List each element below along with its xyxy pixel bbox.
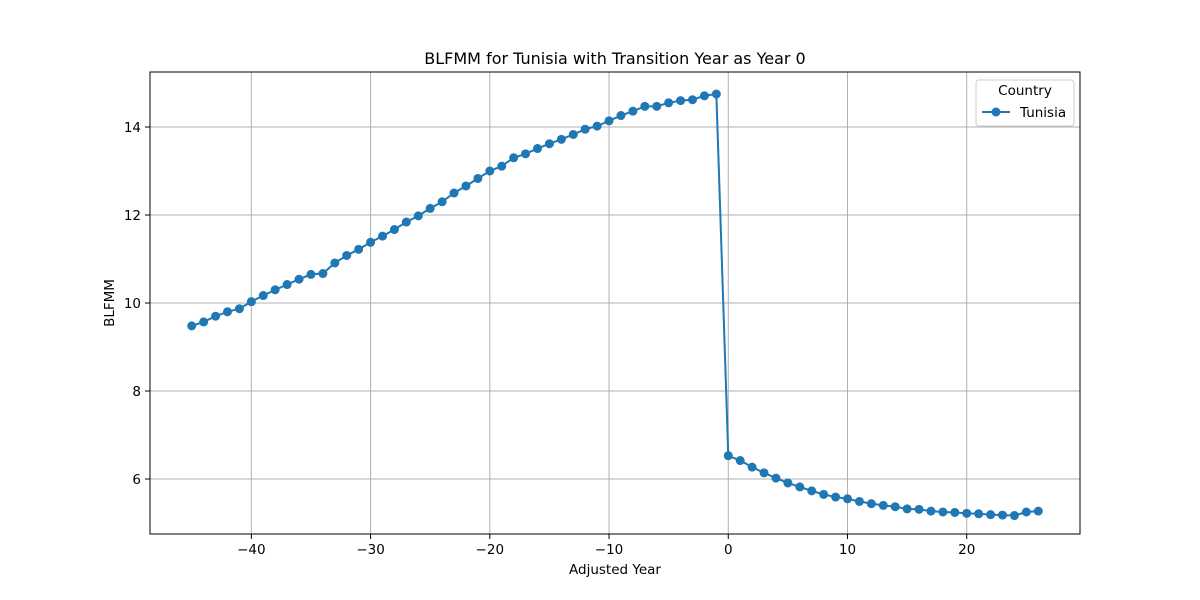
y-tick-label: 12 <box>124 208 141 224</box>
data-point <box>258 291 268 301</box>
data-point <box>699 91 709 101</box>
data-point <box>485 166 495 176</box>
data-point <box>246 297 256 307</box>
data-point <box>223 307 232 317</box>
data-point <box>449 188 459 198</box>
data-point <box>544 139 554 149</box>
x-tick-label: −20 <box>476 542 505 558</box>
data-point <box>878 500 888 510</box>
data-point <box>378 231 387 241</box>
data-point <box>652 101 662 111</box>
data-point <box>401 217 411 227</box>
data-point <box>521 149 531 159</box>
x-tick-label: 0 <box>724 542 733 558</box>
series-layer <box>187 89 1043 521</box>
data-point <box>592 121 602 131</box>
data-point <box>807 486 817 496</box>
legend-label-tunisia: Tunisia <box>1019 105 1066 121</box>
data-point <box>199 317 209 327</box>
data-point <box>366 237 376 247</box>
data-point <box>294 274 304 284</box>
x-axis: −40 −30 −20 −10 0 10 20 <box>237 534 975 558</box>
x-tick-label: 20 <box>958 542 975 558</box>
y-axis: 6 8 10 12 14 <box>124 120 150 488</box>
data-point <box>1033 506 1043 516</box>
data-point <box>771 473 781 483</box>
data-point <box>747 462 757 472</box>
data-point <box>950 507 960 517</box>
data-point <box>1021 507 1031 517</box>
y-axis-label: BLFMM <box>102 279 118 327</box>
data-point <box>866 499 876 509</box>
data-point <box>723 451 733 461</box>
data-point <box>425 203 435 213</box>
chart-title: BLFMM for Tunisia with Transition Year a… <box>424 49 805 68</box>
data-point <box>211 311 221 321</box>
data-point <box>628 106 638 116</box>
data-point <box>580 124 590 134</box>
y-tick-label: 10 <box>124 296 141 312</box>
data-point <box>890 502 900 512</box>
data-point <box>389 225 399 235</box>
x-tick-label: −10 <box>595 542 624 558</box>
data-point <box>640 101 650 111</box>
data-point <box>914 504 924 514</box>
data-point <box>234 304 244 314</box>
data-point <box>187 321 197 331</box>
data-point <box>938 507 948 517</box>
y-tick-label: 8 <box>132 384 141 400</box>
data-point <box>330 258 340 268</box>
data-point <box>795 482 805 492</box>
legend-title: Country <box>998 83 1052 99</box>
legend-box <box>975 79 1075 127</box>
data-point <box>1009 511 1019 521</box>
data-point <box>986 510 996 520</box>
data-point <box>497 161 507 171</box>
data-point <box>556 134 566 144</box>
x-tick-label: 10 <box>839 542 856 558</box>
data-point <box>473 173 483 183</box>
x-axis-label: Adjusted Year <box>569 562 661 578</box>
data-point <box>533 144 542 154</box>
data-point <box>819 489 829 499</box>
data-point <box>688 95 697 105</box>
data-point <box>282 280 292 290</box>
y-tick-label: 14 <box>124 120 141 136</box>
y-tick-label: 6 <box>132 472 141 488</box>
data-point <box>854 496 864 506</box>
grid <box>150 72 1080 534</box>
data-point <box>306 269 316 279</box>
data-point <box>831 492 841 502</box>
data-point <box>711 89 721 99</box>
data-point <box>735 456 745 466</box>
data-point <box>759 468 769 478</box>
data-point <box>616 111 626 121</box>
data-point <box>354 244 364 254</box>
data-point <box>413 211 423 221</box>
data-point <box>437 197 447 207</box>
data-point <box>664 98 674 108</box>
data-point <box>270 285 280 295</box>
data-point <box>342 250 352 260</box>
data-point <box>568 129 578 139</box>
data-point <box>604 116 614 126</box>
x-tick-label: −40 <box>237 542 266 558</box>
data-point <box>998 510 1007 520</box>
x-tick-label: −30 <box>356 542 385 558</box>
data-point <box>974 509 984 519</box>
data-point <box>902 504 912 514</box>
legend: Country Tunisia <box>975 79 1075 127</box>
data-point <box>783 478 793 488</box>
data-point <box>843 494 852 504</box>
data-point <box>461 181 471 191</box>
legend-marker-swatch <box>991 107 1001 117</box>
data-point <box>962 508 972 518</box>
data-point <box>676 96 686 106</box>
data-point <box>318 269 328 279</box>
data-point <box>509 153 519 163</box>
data-point <box>926 506 936 516</box>
